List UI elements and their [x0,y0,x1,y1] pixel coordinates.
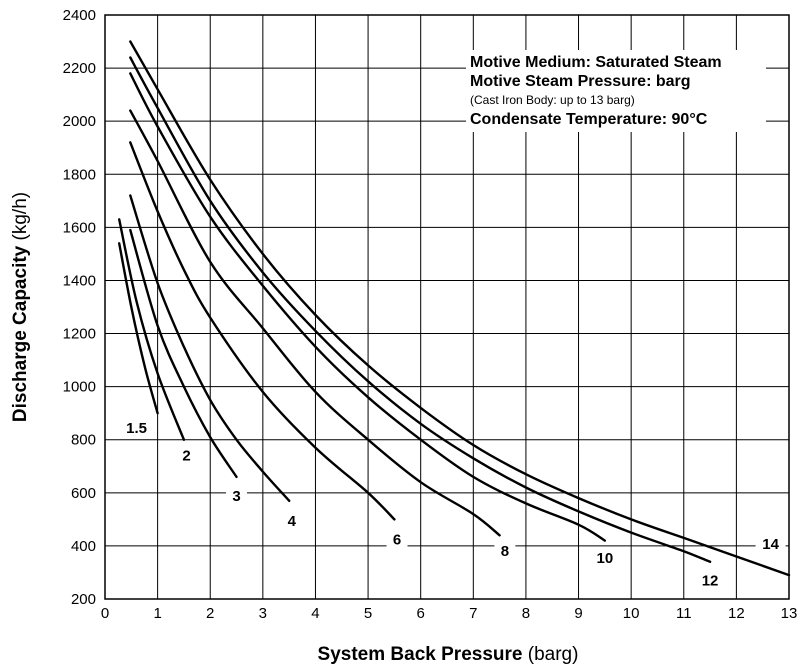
y-tick-label: 1200 [63,326,96,343]
curve-label-bg [494,542,516,561]
y-tick-label: 600 [71,485,96,502]
x-tick-label: 12 [728,605,745,622]
y-tick-label: 1800 [63,166,96,183]
y-tick-label: 1600 [63,219,96,236]
legend-box: Motive Medium: Saturated Steam Motive St… [466,50,766,132]
curve-labels: 1.5 2 3 4 6 8 10 12 14 [117,418,786,590]
x-tick-labels: 0 1 2 3 4 5 6 7 8 9 10 11 12 13 [101,605,798,622]
y-tick-label: 800 [71,432,96,449]
y-tick-label: 2200 [63,60,96,77]
x-tick-label: 10 [623,605,640,622]
curve-2-barg [118,218,186,441]
curves [118,40,791,577]
x-tick-label: 8 [522,605,530,622]
plot-frame [104,14,790,600]
curve-label-bg [695,571,726,590]
x-tick-label: 9 [574,605,582,622]
curve-label-bg [589,548,620,567]
y-axis-title: Discharge Capacity (kg/h) [10,192,31,422]
y-tick-label: 1000 [63,379,96,396]
curve-10-barg [129,72,606,542]
curve-label: 3 [232,488,240,505]
curve-6-barg [129,141,396,521]
y-tick-label: 1400 [63,272,96,289]
legend-line-3: (Cast Iron Body: up to 13 barg) [470,93,635,107]
y-tick-label: 2400 [63,7,96,24]
curve-label: 8 [501,543,509,560]
curve-label: 6 [393,531,401,548]
x-tick-label: 2 [206,605,214,622]
x-tick-label: 11 [676,605,692,622]
legend-line-2: Motive Steam Pressure: barg [470,73,691,90]
y-axis-title-main: Discharge Capacity [10,245,31,422]
x-tick-label: 13 [781,605,798,622]
curve-label-bg [755,534,786,553]
x-axis-title-unit: (barg) [522,644,578,665]
curve-label: 10 [597,550,614,567]
curve-label: 1.5 [126,420,147,437]
y-tick-labels: 200 400 600 800 1000 1200 1400 1600 1800 2000 2200… [63,7,96,608]
legend-line-1: Motive Medium: Saturated Steam [470,54,722,71]
curve-12-barg [129,56,712,563]
x-axis-title: System Back Pressure (barg) [318,644,579,665]
curve-label-bg [386,530,408,549]
x-tick-label: 0 [101,605,109,622]
curve-label-bg [226,486,248,505]
curve-1-5-barg [118,242,159,415]
x-tick-label: 5 [364,605,372,622]
x-tick-label: 1 [153,605,161,622]
y-tick-label: 2000 [63,113,96,130]
y-tick-label: 400 [71,538,96,555]
x-tick-label: 3 [259,605,267,622]
x-tick-label: 7 [469,605,477,622]
curve-label-bg [176,446,198,465]
curve-4-barg [129,194,291,502]
x-tick-label: 6 [417,605,425,622]
y-tick-label: 200 [71,591,96,608]
curve-label: 2 [182,448,190,465]
curve-8-barg [129,109,501,537]
x-tick-label: 4 [311,605,319,622]
curve-label: 12 [702,572,719,589]
x-axis-title-main: System Back Pressure [318,644,523,665]
curve-label: 14 [762,536,779,553]
curve-label-bg [117,418,157,437]
y-axis-title-unit: (kg/h) [10,192,31,246]
curve-3-barg [129,228,238,479]
legend-line-4: Condensate Temperature: 90°C [470,111,708,128]
curve-14-barg [129,40,791,577]
curve-label: 4 [288,513,297,530]
curve-label-bg [281,512,303,531]
